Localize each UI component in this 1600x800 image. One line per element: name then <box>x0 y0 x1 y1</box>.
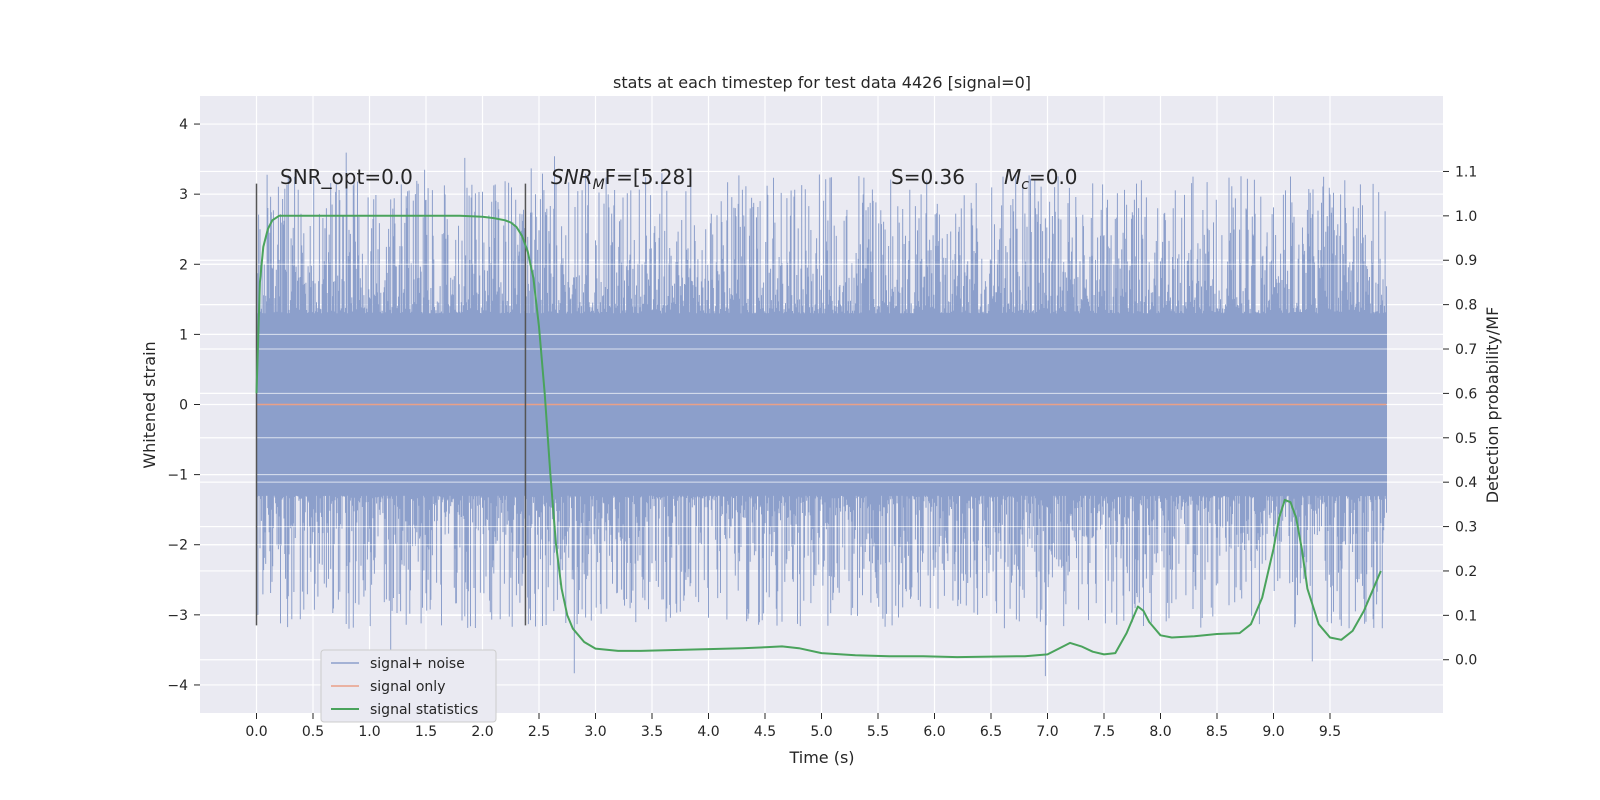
y2-tick-label: 0.8 <box>1455 298 1477 314</box>
y2-tick-label: 1.0 <box>1455 209 1477 225</box>
x-tick-label: 3.5 <box>641 724 663 740</box>
x-tick-label: 2.5 <box>528 724 550 740</box>
mc-prefix: M <box>1004 165 1021 189</box>
x-tick-label: 6.5 <box>980 724 1002 740</box>
y-axis-label: Whitened strain <box>140 341 159 468</box>
y-tick-label: −4 <box>167 678 188 694</box>
snr-mf-prefix: SNR <box>551 165 593 189</box>
y-tick-label: −2 <box>167 538 188 554</box>
annotation-snr-opt: SNR_opt=0.0 <box>280 165 413 189</box>
y-tick-label: 4 <box>179 117 188 133</box>
signal-statistics-series <box>255 214 1382 659</box>
y-axis-ticks: 4 3 2 1 0 −1 −2 −3 −4 <box>167 117 200 694</box>
x-tick-label: 8.5 <box>1206 724 1228 740</box>
x-tick-label: 4.0 <box>697 724 719 740</box>
y2-tick-label: 1.1 <box>1455 164 1477 180</box>
x-tick-label: 5.0 <box>810 724 832 740</box>
y2-tick-label: 0.3 <box>1455 520 1477 536</box>
chart-title: stats at each timestep for test data 442… <box>613 73 1031 92</box>
snr-mf-suffix: F=[5.28] <box>605 165 693 189</box>
y-tick-label: −3 <box>167 608 188 624</box>
x-tick-label: 5.5 <box>867 724 889 740</box>
x-tick-label: 7.5 <box>1093 724 1115 740</box>
annotation-s-stat: S=0.36 <box>891 165 965 189</box>
annotation-snr-mf: SNRMF=[5.28] <box>551 165 693 193</box>
y2-axis-label: Detection probability/MF <box>1483 307 1502 504</box>
x-tick-label: 7.0 <box>1036 724 1058 740</box>
mc-suffix: =0.0 <box>1029 165 1078 189</box>
signal-noise-series <box>200 152 1443 677</box>
x-axis-label: Time (s) <box>788 748 854 767</box>
legend-label-signal-statistics: signal statistics <box>370 702 478 718</box>
y-tick-label: 3 <box>179 187 188 203</box>
x-axis-ticks: 0.0 0.5 1.0 1.5 2.0 2.5 3.0 3.5 4.0 4.5 5.0 5.5 6.0 6… <box>245 713 1341 740</box>
annotation-mc: Mc=0.0 <box>1004 165 1078 193</box>
marker-lines <box>255 183 527 626</box>
y-tick-label: 2 <box>179 257 188 273</box>
y2-tick-label: 0.9 <box>1455 253 1477 269</box>
x-tick-label: 1.0 <box>358 724 380 740</box>
y2-axis-ticks: 1.1 1.0 0.9 0.8 0.7 0.6 0.5 0.4 0.3 0.2 0.1 0.0 <box>1443 164 1477 669</box>
mc-subscript: c <box>1021 177 1029 193</box>
y2-tick-label: 0.2 <box>1455 564 1477 580</box>
signal-statistics-line <box>255 214 1382 659</box>
y2-tick-label: 0.0 <box>1455 653 1477 669</box>
legend-label-signal-noise: signal+ noise <box>370 656 465 672</box>
legend-box <box>320 649 497 723</box>
x-tick-label: 0.5 <box>302 724 324 740</box>
x-tick-label: 9.5 <box>1319 724 1341 740</box>
x-tick-label: 6.0 <box>923 724 945 740</box>
y-tick-label: −1 <box>167 468 188 484</box>
x-tick-label: 0.0 <box>245 724 267 740</box>
y-tick-label: 1 <box>179 327 188 343</box>
y-tick-label: 0 <box>179 398 188 414</box>
legend-label-signal-only: signal only <box>370 679 445 695</box>
y2-tick-label: 0.5 <box>1455 431 1477 447</box>
y2-tick-label: 0.6 <box>1455 386 1477 402</box>
x-tick-label: 4.5 <box>754 724 776 740</box>
snr-mf-subscript: M <box>593 177 605 193</box>
y2-tick-label: 0.1 <box>1455 608 1477 624</box>
x-tick-label: 9.0 <box>1262 724 1284 740</box>
x-tick-label: 2.0 <box>471 724 493 740</box>
y2-tick-label: 0.7 <box>1455 342 1477 358</box>
x-tick-label: 8.0 <box>1149 724 1171 740</box>
legend: signal+ noise signal only signal statist… <box>320 649 497 723</box>
x-tick-label: 1.5 <box>415 724 437 740</box>
y2-tick-label: 0.4 <box>1455 475 1477 491</box>
x-tick-label: 3.0 <box>584 724 606 740</box>
